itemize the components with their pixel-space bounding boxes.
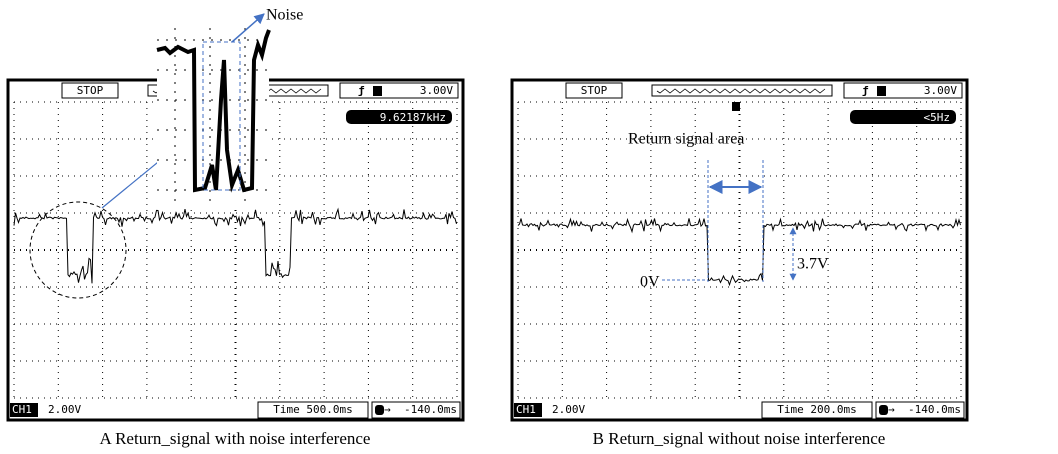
offset-icon bbox=[375, 405, 384, 415]
channel: CH1 bbox=[12, 403, 32, 416]
caption: B Return_signal without noise interferen… bbox=[593, 429, 886, 448]
frequency: <5Hz bbox=[924, 111, 951, 124]
trigger-offset: -140.0ms bbox=[908, 403, 961, 416]
volts-per-div: 2.00V bbox=[552, 403, 585, 416]
trigger-level: 3.00V bbox=[420, 84, 453, 97]
trigger-marker bbox=[732, 102, 740, 111]
offset-icon bbox=[879, 405, 888, 415]
time-bar bbox=[652, 85, 832, 96]
zoom-inset bbox=[157, 28, 269, 206]
trigger-icon: ƒ bbox=[358, 84, 365, 97]
area-label: Return signal area bbox=[628, 131, 744, 148]
status: STOP bbox=[581, 84, 608, 97]
amplitude-label: 3.7V bbox=[797, 256, 829, 273]
figure: STOP ƒ 3.00V 9.62187kHz CH1 2.00V Time 500.0ms… bbox=[0, 0, 1058, 454]
time-base: Time 200.0ms bbox=[777, 403, 856, 416]
status: STOP bbox=[77, 84, 104, 97]
time-base: Time 500.0ms bbox=[273, 403, 352, 416]
channel-icon bbox=[373, 86, 382, 96]
caption: A Return_signal with noise interference bbox=[100, 429, 371, 448]
offset-arrow: → bbox=[888, 403, 895, 416]
zero-label: 0V bbox=[640, 274, 660, 291]
trigger-level: 3.00V bbox=[924, 84, 957, 97]
offset-arrow: → bbox=[384, 403, 391, 416]
channel-icon bbox=[877, 86, 886, 96]
channel: CH1 bbox=[516, 403, 536, 416]
noise-label: Noise bbox=[266, 7, 303, 24]
frequency: 9.62187kHz bbox=[380, 111, 446, 124]
volts-per-div: 2.00V bbox=[48, 403, 81, 416]
trigger-icon: ƒ bbox=[862, 84, 869, 97]
trigger-offset: -140.0ms bbox=[404, 403, 457, 416]
